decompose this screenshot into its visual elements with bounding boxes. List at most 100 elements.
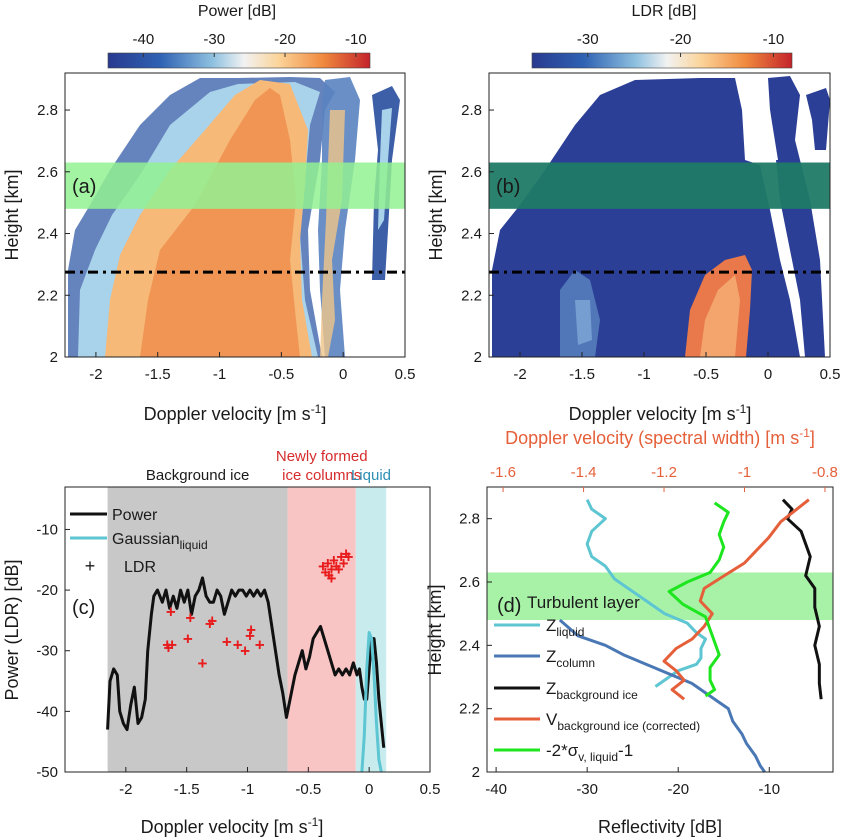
xtick-label: -2 — [119, 781, 132, 798]
turbulent-band-rect — [65, 162, 405, 209]
colorbar-tick-label: -10 — [763, 31, 785, 48]
colorbar-tick-label: -10 — [345, 31, 367, 48]
xticks-d: -40 -30 -20 -10 — [485, 767, 780, 798]
ldr-point: + — [246, 621, 256, 640]
top-xtick-label: -0.8 — [812, 464, 838, 481]
ytick-label: 2 — [472, 764, 480, 781]
colorbar-b-title: LDR [dB] — [632, 3, 697, 20]
ytick-label: 2 — [474, 349, 482, 366]
xtick-label: 0.5 — [420, 781, 441, 798]
ytick-label: -20 — [36, 582, 58, 599]
colorbar-tick-label: -20 — [670, 31, 692, 48]
heatmap-b — [492, 76, 830, 357]
xtick-label: 0 — [764, 366, 772, 383]
xtick-label: -0.5 — [295, 781, 321, 798]
colorbar-b-ticks: -30 -20 -10 — [577, 31, 784, 57]
panel-label-d: (d) — [497, 595, 521, 617]
xtick-label: -2 — [513, 366, 526, 383]
xtick-label: 0.5 — [820, 366, 841, 383]
ldr-point: + — [329, 551, 339, 570]
colorbar-a-title: Power [dB] — [198, 3, 276, 20]
top-xtick-label: -1.4 — [571, 464, 597, 481]
xlabel-a: Doppler velocity [m s-1] — [144, 402, 327, 424]
ldr-point: + — [331, 557, 341, 576]
ldr-point: + — [334, 560, 344, 579]
yticks-b: 2 2.2 2.4 2.6 2.8 — [461, 102, 494, 366]
ldr-point: + — [183, 630, 193, 649]
legend-d-sigma-label: -2*σv, liquid-1 — [546, 741, 633, 764]
ldr-point: + — [162, 636, 172, 655]
turbulent-band-a — [65, 162, 405, 209]
legend-d-vbg-label: Vbackground ice (corrected) — [546, 710, 700, 733]
ldr-point: + — [166, 602, 176, 621]
top-xtick-label: -1 — [738, 464, 751, 481]
turbulent-band-rect — [489, 162, 830, 209]
xticks-b: -2 -1.5 -1 -0.5 0 0.5 — [513, 352, 840, 383]
colorbar-a-ticks: -40 -30 -20 -10 — [133, 31, 367, 57]
colorbar-tick-label: -30 — [203, 31, 225, 48]
ldr-point: + — [185, 608, 195, 627]
ldr-point: + — [198, 654, 208, 673]
ldr-point: + — [344, 548, 354, 567]
region-label: Newly formed — [276, 448, 368, 465]
top-xlabel-d: Doppler velocity (spectral width) [m s-1… — [505, 426, 815, 448]
series-power-line — [106, 576, 386, 748]
ytick-label: 2.2 — [459, 701, 480, 718]
panel-d: -40 -30 -20 -10 -1.6 -1.4 -1.2 -1 -0.8 2 2.2 2.4 2… — [425, 426, 838, 837]
band-label-d: Turbulent layer — [527, 593, 640, 612]
series-line — [667, 501, 730, 698]
ytick-label: 2.2 — [37, 287, 58, 304]
ldr-point: + — [255, 636, 265, 655]
xtick-label: -1.5 — [145, 366, 171, 383]
colorbar-tick-label: -30 — [577, 31, 599, 48]
ldr-point: + — [163, 639, 173, 658]
ldr-point: + — [167, 636, 177, 655]
ldr-point: + — [323, 554, 333, 573]
series-line — [558, 618, 766, 773]
ytick-label: -40 — [36, 703, 58, 720]
colorbar-b — [531, 52, 793, 69]
xtick-label: 0 — [365, 781, 373, 798]
xtick-label: -1.5 — [174, 781, 200, 798]
xtick-label: -1 — [213, 366, 226, 383]
xtick-label: -10 — [758, 781, 780, 798]
ytick-label: 2.8 — [461, 102, 482, 119]
yticks-d: 2 2.2 2.4 2.6 2.8 — [459, 511, 492, 781]
region-label: ice columns — [282, 467, 361, 484]
ylabel-a: Height [km] — [2, 169, 22, 260]
ytick-label: 2.8 — [459, 511, 480, 528]
panel-label-b: (b) — [496, 176, 520, 198]
turbulent-band-b — [489, 162, 830, 209]
ytick-label: 2.4 — [37, 226, 58, 243]
series-gaussian-line — [360, 631, 383, 773]
ldr-point: + — [205, 614, 215, 633]
xtick-label: 0.5 — [395, 366, 416, 383]
axes-frame-b — [488, 72, 831, 358]
series-c: ++++ ++++++ ++++++++++++++++++ — [106, 545, 386, 773]
ldr-point: + — [339, 554, 349, 573]
panel-a: Power [dB] -40 -30 -20 -10 -2 -1.5 -1 -0.5 0 0.5… — [2, 3, 415, 424]
region-label: Liquid — [351, 467, 391, 484]
legend-d-zcolumn-label: Zcolumn — [546, 647, 595, 670]
ldr-point: + — [324, 566, 334, 585]
xtick-label: 0 — [339, 366, 347, 383]
series-d — [558, 498, 823, 773]
ytick-label: 2.2 — [461, 287, 482, 304]
top-xtick-label: -1.6 — [490, 464, 516, 481]
series-line — [781, 498, 823, 700]
legend-d-zliquid-label: Zliquid — [546, 616, 584, 639]
region-label: Background ice — [146, 467, 249, 484]
axes-frame-d — [486, 486, 834, 773]
ldr-point: + — [326, 569, 336, 588]
legend-d-zbg-label: Zbackground ice — [546, 679, 638, 702]
panel-b: LDR [dB] -30 -20 -10 -2 -1.5 -1 -0.5 0 0.5 2 2.2… — [426, 3, 840, 424]
ylabel-d: Height [km] — [425, 584, 445, 675]
legend-d: Zliquid Zcolumn Zbackground ice Vbackgro… — [494, 616, 700, 764]
legend-c-ldr-marker: + — [85, 556, 96, 576]
top-xtick-label: -1.2 — [651, 464, 677, 481]
ytick-label: 2.4 — [461, 226, 482, 243]
xtick-label: -1 — [637, 366, 650, 383]
ytick-label: 2.4 — [459, 637, 480, 654]
ytick-label: -10 — [36, 521, 58, 538]
